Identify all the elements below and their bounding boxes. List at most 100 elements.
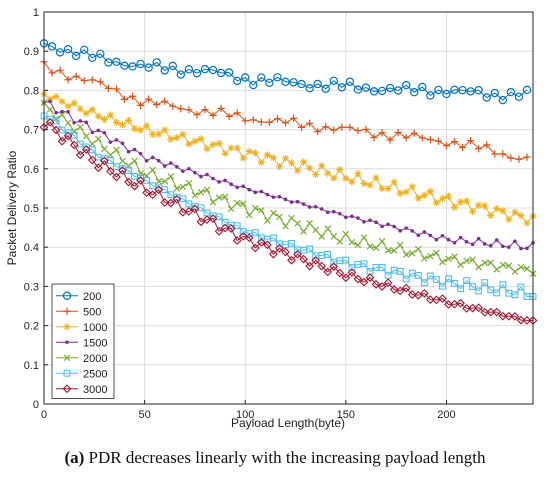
data-point bbox=[301, 202, 306, 206]
data-point bbox=[273, 73, 282, 82]
data-point bbox=[168, 161, 173, 165]
data-point bbox=[317, 261, 327, 271]
data-point bbox=[185, 179, 193, 187]
data-point bbox=[215, 194, 223, 201]
data-point bbox=[474, 86, 483, 95]
data-point bbox=[384, 271, 392, 279]
data-point bbox=[215, 213, 223, 221]
data-point bbox=[288, 239, 295, 247]
data-point bbox=[118, 166, 127, 175]
data-point bbox=[445, 275, 452, 283]
data-point bbox=[179, 130, 187, 138]
data-point bbox=[482, 93, 491, 102]
data-point bbox=[523, 153, 531, 161]
data-point bbox=[181, 169, 185, 174]
data-point bbox=[120, 141, 125, 146]
data-point bbox=[289, 200, 294, 204]
data-point bbox=[421, 255, 428, 262]
legend-marker bbox=[63, 369, 71, 377]
chart: 0 50 100 150 20000.10.20.30.40.50.60.70.80.9… bbox=[5, 7, 538, 430]
legend-label: 3000 bbox=[83, 384, 107, 396]
legend-marker bbox=[63, 323, 71, 331]
data-point bbox=[203, 186, 211, 194]
y-tick-label: 0 bbox=[33, 399, 39, 411]
data-point bbox=[148, 190, 158, 200]
data-point bbox=[249, 80, 258, 90]
legend-item: 500 bbox=[56, 306, 101, 318]
data-point bbox=[94, 112, 102, 120]
data-point bbox=[396, 267, 404, 275]
data-point bbox=[395, 286, 405, 296]
series-1000 bbox=[40, 90, 537, 227]
data-point bbox=[458, 143, 467, 152]
data-point bbox=[493, 205, 501, 213]
data-point bbox=[63, 45, 73, 54]
data-point bbox=[107, 151, 114, 159]
data-point bbox=[76, 123, 84, 131]
data-point bbox=[475, 145, 483, 153]
data-point bbox=[457, 261, 464, 269]
data-point bbox=[69, 140, 79, 150]
data-point bbox=[203, 145, 211, 153]
data-point bbox=[499, 261, 507, 269]
data-point bbox=[434, 237, 439, 242]
data-point bbox=[95, 135, 102, 143]
data-point bbox=[450, 203, 459, 211]
data-point bbox=[486, 307, 496, 317]
data-point bbox=[313, 204, 318, 209]
data-point bbox=[517, 283, 525, 291]
data-point bbox=[426, 136, 434, 144]
data-point bbox=[162, 164, 167, 168]
data-point bbox=[392, 224, 396, 229]
data-point bbox=[75, 150, 85, 160]
data-point bbox=[434, 137, 443, 145]
data-point bbox=[250, 243, 260, 253]
data-point bbox=[324, 169, 332, 177]
data-point bbox=[224, 68, 234, 77]
data-point bbox=[487, 211, 495, 220]
data-point bbox=[311, 255, 321, 265]
data-point bbox=[275, 162, 284, 171]
data-point bbox=[474, 303, 484, 313]
data-point bbox=[232, 236, 242, 245]
data-point bbox=[196, 217, 206, 227]
data-point bbox=[335, 268, 345, 278]
data-point bbox=[227, 205, 235, 213]
x-tick-label: 50 bbox=[138, 409, 150, 421]
data-point bbox=[197, 188, 205, 196]
data-point bbox=[386, 222, 390, 227]
legend-marker bbox=[63, 307, 71, 315]
data-point bbox=[102, 131, 107, 135]
data-point bbox=[372, 244, 380, 252]
y-tick-label: 0.5 bbox=[24, 203, 39, 215]
data-point bbox=[227, 144, 235, 152]
data-point bbox=[265, 192, 270, 197]
data-point bbox=[475, 201, 483, 209]
data-point bbox=[120, 61, 129, 70]
data-point bbox=[442, 142, 451, 150]
data-point bbox=[490, 88, 499, 98]
data-point bbox=[422, 230, 427, 234]
data-point bbox=[113, 146, 120, 154]
data-point bbox=[160, 198, 170, 207]
data-point bbox=[269, 249, 278, 259]
data-point bbox=[446, 237, 451, 242]
data-point bbox=[318, 162, 326, 170]
data-point bbox=[173, 134, 181, 142]
data-point bbox=[78, 119, 83, 123]
data-point bbox=[46, 106, 54, 113]
y-axis-label: Packet Delivery Ratio bbox=[5, 150, 19, 265]
data-point bbox=[306, 219, 313, 227]
data-point bbox=[190, 204, 200, 214]
data-point bbox=[277, 194, 282, 199]
data-point bbox=[259, 189, 264, 194]
data-point bbox=[360, 260, 368, 268]
data-point bbox=[324, 251, 332, 258]
data-point bbox=[510, 311, 520, 321]
data-point bbox=[433, 249, 440, 257]
data-point bbox=[70, 128, 78, 135]
y-tick-label: 0.6 bbox=[24, 164, 39, 176]
data-point bbox=[329, 76, 338, 85]
series-3000 bbox=[39, 118, 538, 325]
data-point bbox=[72, 120, 76, 125]
